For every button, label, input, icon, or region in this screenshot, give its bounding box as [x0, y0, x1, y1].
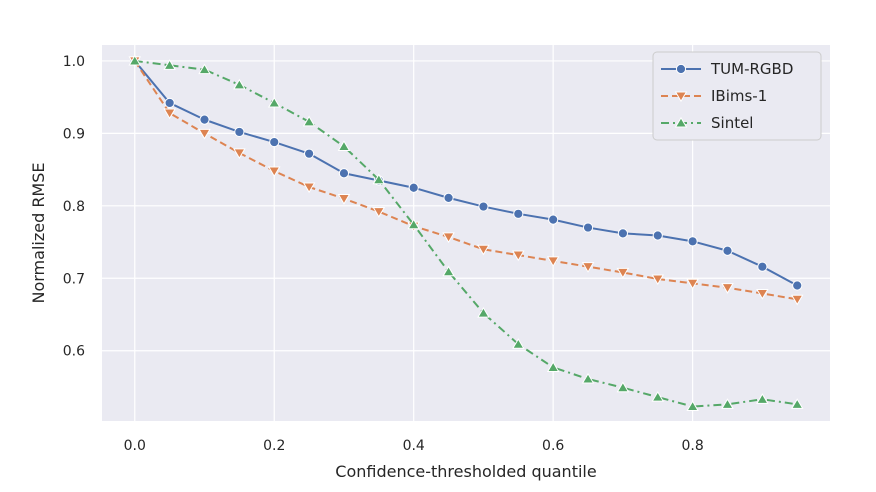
data-point-tum-rgbd: [199, 114, 210, 125]
x-tick-label: 0.8: [681, 438, 703, 454]
data-point-sintel: [302, 115, 316, 127]
data-point-sintel: [337, 140, 351, 151]
x-tick-label: 0.4: [403, 438, 425, 454]
data-point-sintel: [651, 390, 665, 402]
data-point-sintel: [163, 59, 176, 70]
data-point-tum-rgbd: [408, 182, 419, 193]
y-tick-label: 0.7: [63, 271, 85, 287]
data-point-ibims-1: [233, 148, 246, 160]
series-sintel: [128, 54, 804, 412]
series-ibims-1: [128, 56, 804, 306]
data-point-sintel: [512, 338, 525, 349]
data-point-tum-rgbd: [164, 97, 175, 109]
series-line-sintel: [134, 59, 798, 408]
data-point-tum-rgbd: [792, 280, 803, 291]
data-point-sintel: [267, 96, 281, 108]
legend-entry-sintel: Sintel: [661, 114, 753, 132]
x-tick-label: 0.0: [124, 438, 146, 454]
data-point-sintel: [407, 218, 420, 230]
data-point-ibims-1: [581, 262, 595, 273]
data-point-tum-rgbd: [548, 214, 559, 225]
data-point-tum-rgbd: [304, 148, 315, 159]
data-point-sintel: [128, 54, 142, 66]
y-axis-ticks: 0.6 0.7 0.8 0.9 1.0: [63, 54, 85, 360]
data-point-ibims-1: [756, 288, 769, 300]
data-point-sintel: [756, 393, 769, 404]
data-point-ibims-1: [616, 267, 630, 279]
data-point-sintel: [581, 372, 595, 384]
data-point-sintel: [477, 306, 490, 318]
legend-marker-sintel: [674, 116, 688, 128]
data-point-ibims-1: [442, 232, 455, 244]
data-point-tum-rgbd: [338, 168, 350, 179]
data-point-ibims-1: [337, 194, 351, 205]
data-point-ibims-1: [512, 250, 525, 262]
data-point-tum-rgbd: [269, 136, 280, 148]
data-point-sintel: [546, 361, 560, 372]
data-point-ibims-1: [198, 128, 211, 140]
x-axis-ticks: 0.0 0.2 0.4 0.6 0.8: [124, 438, 704, 454]
data-point-tum-rgbd: [617, 228, 628, 239]
data-point-ibims-1: [686, 278, 699, 290]
data-point-tum-rgbd: [234, 126, 245, 138]
y-tick-label: 1.0: [63, 54, 85, 70]
legend-entry-ibims-1: IBims-1: [661, 87, 767, 105]
legend-entry-tum-rgbd: TUM-RGBD: [661, 60, 793, 78]
data-point-tum-rgbd: [478, 201, 489, 212]
data-point-ibims-1: [302, 182, 316, 194]
legend-label-ibims-1: IBims-1: [711, 87, 767, 105]
data-point-sintel: [721, 398, 734, 409]
data-point-ibims-1: [163, 108, 176, 120]
data-point-tum-rgbd: [722, 245, 733, 256]
legend-label-sintel: Sintel: [711, 114, 753, 132]
data-point-ibims-1: [721, 283, 734, 294]
data-point-ibims-1: [372, 207, 386, 218]
data-point-sintel: [442, 265, 455, 277]
data-point-sintel: [790, 398, 804, 409]
data-point-ibims-1: [790, 294, 804, 306]
x-axis-title: Confidence-thresholded quantile: [335, 462, 596, 481]
data-point-ibims-1: [267, 166, 281, 178]
x-tick-label: 0.2: [263, 438, 285, 454]
data-point-tum-rgbd: [652, 230, 663, 241]
data-point-sintel: [198, 63, 211, 75]
y-tick-label: 0.9: [63, 126, 85, 142]
data-point-ibims-1: [651, 274, 665, 286]
series-line-tum-rgbd: [134, 60, 798, 287]
legend-label-tum-rgbd: TUM-RGBD: [710, 60, 793, 78]
legend: TUM-RGBD IBims-1 Sintel: [652, 51, 822, 141]
data-point-ibims-1: [546, 256, 560, 268]
data-point-tum-rgbd: [443, 192, 454, 203]
series-tum-rgbd: [129, 55, 803, 291]
y-tick-label: 0.8: [63, 199, 85, 215]
data-point-tum-rgbd: [687, 236, 698, 247]
data-point-ibims-1: [477, 244, 490, 256]
data-point-sintel: [372, 173, 386, 185]
y-tick-label: 0.6: [63, 344, 85, 360]
legend-marker-ibims-1: [674, 91, 688, 103]
data-point-tum-rgbd: [757, 261, 768, 272]
legend-box: [652, 51, 822, 141]
series-line-ibims-1: [133, 60, 798, 301]
data-point-sintel: [686, 400, 699, 412]
data-point-tum-rgbd: [582, 222, 594, 233]
y-axis-title: Normalized RMSE: [29, 162, 48, 303]
legend-marker-tum-rgbd: [675, 63, 687, 75]
data-point-tum-rgbd: [513, 208, 524, 219]
x-tick-label: 0.6: [542, 438, 564, 454]
series-layer: [128, 54, 804, 412]
data-point-sintel: [616, 381, 630, 393]
data-point-sintel: [233, 78, 246, 90]
